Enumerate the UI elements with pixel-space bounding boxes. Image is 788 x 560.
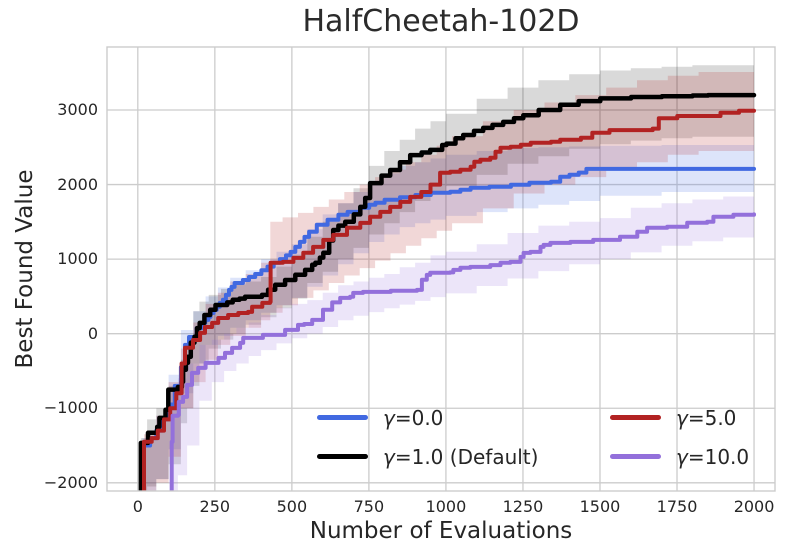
axes-spines — [106, 46, 776, 492]
legend-swatch-gamma-5 — [610, 415, 661, 420]
y-tick-label: −2000 — [43, 472, 98, 492]
band-gamma-1 — [140, 65, 754, 491]
y-tick-label: 1000 — [57, 249, 98, 269]
y-tick-label: 0 — [87, 323, 98, 343]
legend-label: γ=0.0 — [383, 406, 444, 430]
legend-swatch-gamma-0 — [317, 415, 368, 420]
y-tick-label: −1000 — [43, 398, 98, 418]
band-gamma-0 — [142, 144, 754, 491]
x-tick-label: 1250 — [502, 497, 544, 516]
x-tick-label: 2000 — [733, 497, 775, 516]
x-tick-label: 1750 — [656, 497, 698, 516]
chart-title: HalfCheetah-102D — [302, 4, 580, 39]
legend-label: γ=10.0 — [676, 445, 750, 469]
legend-swatch-gamma-10 — [610, 454, 661, 459]
x-tick-label: 500 — [276, 497, 308, 516]
line-gamma-5 — [142, 108, 756, 491]
y-axis-label: Best Found Value — [12, 169, 38, 369]
legend-swatch-gamma-1 — [317, 454, 368, 459]
legend-label: γ=1.0 (Default) — [383, 445, 539, 469]
x-tick-label: 0 — [132, 497, 143, 516]
x-axis-label: Number of Evaluations — [309, 518, 573, 544]
line-gamma-10 — [169, 212, 756, 491]
y-tick-label: 3000 — [57, 100, 98, 119]
x-tick-label: 750 — [353, 497, 385, 516]
y-tick-label: 2000 — [57, 174, 98, 194]
legend-label: γ=5.0 — [676, 406, 737, 430]
band-gamma-5 — [144, 69, 754, 491]
x-tick-label: 1000 — [425, 497, 467, 516]
x-tick-label: 250 — [199, 497, 231, 516]
x-tick-label: 1500 — [579, 497, 621, 516]
